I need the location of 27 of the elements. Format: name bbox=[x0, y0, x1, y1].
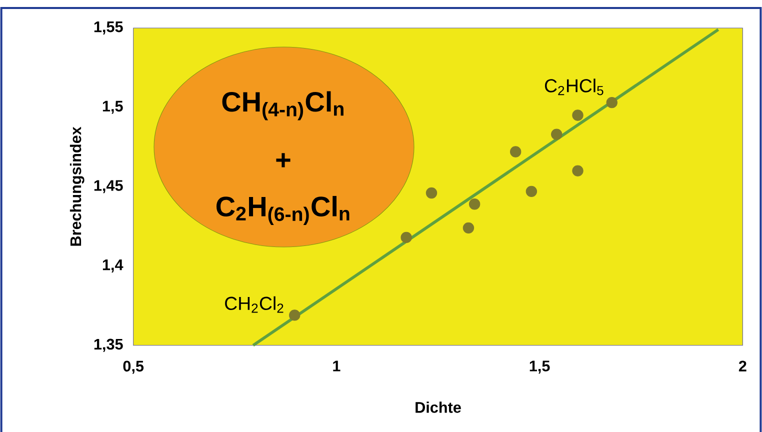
point bbox=[400, 232, 412, 244]
point bbox=[426, 187, 438, 199]
x-tick-label: 1,5 bbox=[530, 360, 550, 374]
annotation: CH$_{(4-n)}$Cl$_{n}$ bbox=[222, 91, 344, 120]
point bbox=[526, 186, 538, 198]
x-tick-label: 0,5 bbox=[123, 360, 144, 374]
y-tick-label: 1,5 bbox=[102, 100, 123, 114]
x-axis-title: Dichte bbox=[416, 402, 461, 413]
x-tick-label: 2 bbox=[738, 360, 746, 372]
annotation: CH$_{2}$Cl$_{2}$ bbox=[225, 296, 284, 313]
point bbox=[468, 198, 480, 210]
y-tick-label: 1,35 bbox=[94, 338, 123, 352]
y-axis-title: Brechungsindex bbox=[70, 126, 84, 246]
y-tick-label: 1,55 bbox=[94, 22, 123, 34]
x-tick-label: 1 bbox=[333, 360, 340, 372]
annotation: C$_{2}$HCl$_{5}$ bbox=[544, 78, 604, 96]
point bbox=[510, 146, 522, 158]
point bbox=[572, 110, 584, 121]
point bbox=[606, 96, 618, 108]
annotation: C$_{2}$H$_{(6-n)}$Cl$_{n}$ bbox=[216, 196, 350, 225]
point bbox=[289, 310, 300, 321]
point bbox=[572, 165, 584, 176]
point bbox=[462, 222, 474, 234]
y-tick-label: 1,4 bbox=[102, 260, 124, 272]
point bbox=[551, 128, 562, 140]
y-tick-label: 1,45 bbox=[94, 180, 123, 194]
annotation: + bbox=[276, 153, 290, 168]
